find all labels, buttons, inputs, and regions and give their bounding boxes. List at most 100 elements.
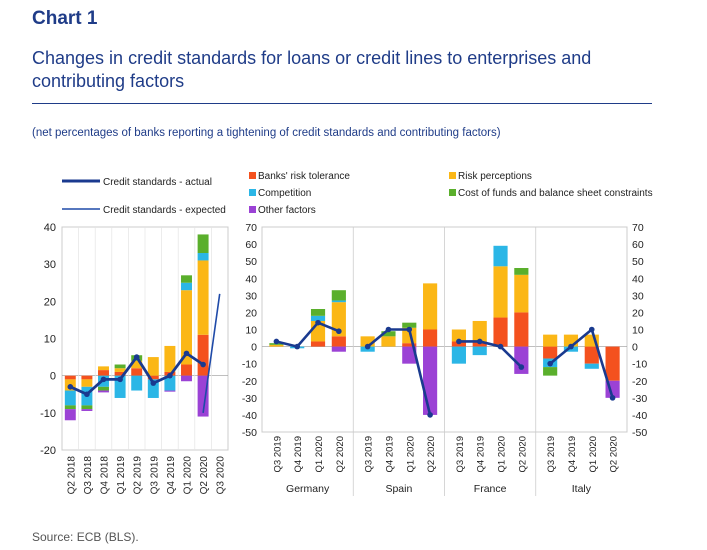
- bar-risk_tolerance: [64, 375, 76, 380]
- y-tick-label-right: 0: [632, 342, 638, 354]
- bar-other: [81, 409, 93, 411]
- title-divider: [32, 103, 652, 104]
- bar-risk_tolerance: [543, 346, 558, 359]
- line-expected: [202, 293, 221, 413]
- actual-marker: [336, 328, 342, 335]
- bar-risk_perceptions: [164, 345, 176, 372]
- x-tick-label: Q3 2019: [455, 436, 466, 472]
- line-actual: [458, 340, 523, 369]
- y-tick-label-right: 30: [632, 290, 644, 302]
- y-tick-label-left: -20: [242, 376, 257, 388]
- bar-other: [181, 375, 192, 382]
- y-tick-label: 10: [44, 334, 56, 346]
- legend-swatch-other: [249, 206, 256, 213]
- bar-risk_tolerance: [584, 346, 599, 364]
- bar-competition: [131, 375, 143, 391]
- bar-risk_perceptions: [81, 379, 93, 387]
- bar-risk_perceptions: [147, 357, 159, 376]
- bar-risk_tolerance: [114, 371, 126, 376]
- actual-marker: [117, 376, 123, 383]
- line-actual: [366, 328, 432, 416]
- x-tick-label: Q2 2018: [66, 456, 77, 495]
- y-tick-label-left: 70: [245, 222, 257, 234]
- x-tick-label: Q3 2019: [149, 456, 160, 495]
- bar-risk_tolerance: [423, 329, 438, 347]
- bar-other: [164, 390, 176, 392]
- actual-marker: [497, 343, 504, 350]
- x-tick-label: Q1 2020: [588, 436, 599, 472]
- actual-marker: [84, 391, 90, 398]
- bar-risk_tolerance: [331, 336, 346, 347]
- y-tick-label: 40: [44, 222, 56, 234]
- bar-risk_tolerance: [402, 343, 417, 347]
- legend-swatch-risk_perceptions: [449, 172, 456, 179]
- bar-cost_of_funds: [310, 309, 326, 316]
- y-tick-label-right: 60: [632, 239, 644, 251]
- bar-risk_perceptions: [331, 302, 346, 337]
- legend-swatch-competition: [249, 189, 256, 196]
- line-actual: [549, 327, 614, 399]
- y-tick-label-left: -50: [242, 427, 257, 439]
- bar-cost_of_funds: [181, 275, 192, 283]
- actual-marker: [476, 338, 483, 345]
- legend-label-risk_tolerance: Banks' risk tolerance: [258, 171, 350, 182]
- bar-risk_perceptions: [269, 344, 284, 347]
- actual-marker: [427, 412, 433, 418]
- bar-risk_perceptions: [181, 290, 192, 365]
- actual-marker: [364, 343, 371, 350]
- bar-other: [64, 409, 76, 421]
- bar-other: [197, 375, 209, 417]
- actual-marker: [167, 372, 173, 379]
- group-label: France: [474, 483, 507, 495]
- actual-marker: [183, 350, 190, 357]
- actual-marker: [518, 364, 525, 370]
- y-tick-label-right: -40: [632, 410, 647, 422]
- x-tick-label: Q4 2019: [384, 436, 395, 472]
- line-actual: [276, 321, 340, 349]
- y-tick-label: 20: [44, 296, 56, 308]
- y-tick-label: -20: [40, 445, 56, 457]
- legend-swatch-cost_of_funds: [449, 189, 456, 196]
- bar-competition: [493, 245, 508, 267]
- x-tick-label: Q1 2019: [116, 456, 127, 495]
- bar-risk_tolerance: [147, 375, 159, 380]
- bar-other: [514, 346, 529, 374]
- legend-label-risk_perceptions: Risk perceptions: [458, 171, 532, 182]
- actual-marker: [294, 343, 301, 350]
- actual-marker: [588, 326, 595, 333]
- y-tick-label-left: 60: [245, 239, 257, 251]
- y-tick-label-left: 0: [251, 342, 257, 354]
- bar-cost_of_funds: [331, 290, 346, 301]
- y-tick-label: 30: [44, 259, 56, 271]
- y-tick-label-left: -10: [242, 359, 257, 371]
- actual-marker: [150, 380, 157, 386]
- group-label: Germany: [286, 483, 330, 495]
- page-title: Changes in credit standards for loans or…: [32, 48, 592, 91]
- bar-cost_of_funds: [197, 234, 209, 254]
- x-tick-label: Q2 2020: [609, 436, 620, 472]
- bar-risk_perceptions: [197, 260, 209, 335]
- actual-marker: [568, 343, 574, 350]
- y-tick-label-right: -30: [632, 393, 647, 405]
- y-tick-label-right: 70: [632, 222, 644, 234]
- y-tick-label-left: 30: [245, 290, 257, 302]
- bar-other: [98, 390, 109, 393]
- actual-marker: [100, 376, 107, 383]
- actual-marker: [609, 395, 616, 401]
- bar-competition: [331, 300, 346, 303]
- actual-marker: [273, 338, 280, 345]
- bar-cost_of_funds: [114, 364, 126, 369]
- bar-cost_of_funds: [514, 268, 529, 275]
- y-tick-label-left: 20: [245, 307, 257, 319]
- bar-risk_perceptions: [423, 283, 438, 330]
- bar-competition: [197, 253, 209, 261]
- bar-other: [331, 346, 346, 352]
- x-tick-label: Q3 2020: [216, 456, 227, 495]
- y-tick-label-left: -40: [242, 410, 257, 422]
- chart-subtitle: (net percentages of banks reporting a ti…: [32, 127, 501, 139]
- actual-marker: [406, 326, 413, 333]
- bar-risk_perceptions: [472, 320, 487, 342]
- bar-risk_tolerance: [514, 312, 529, 347]
- chart-label: Chart 1: [32, 8, 98, 29]
- actual-marker: [200, 361, 206, 368]
